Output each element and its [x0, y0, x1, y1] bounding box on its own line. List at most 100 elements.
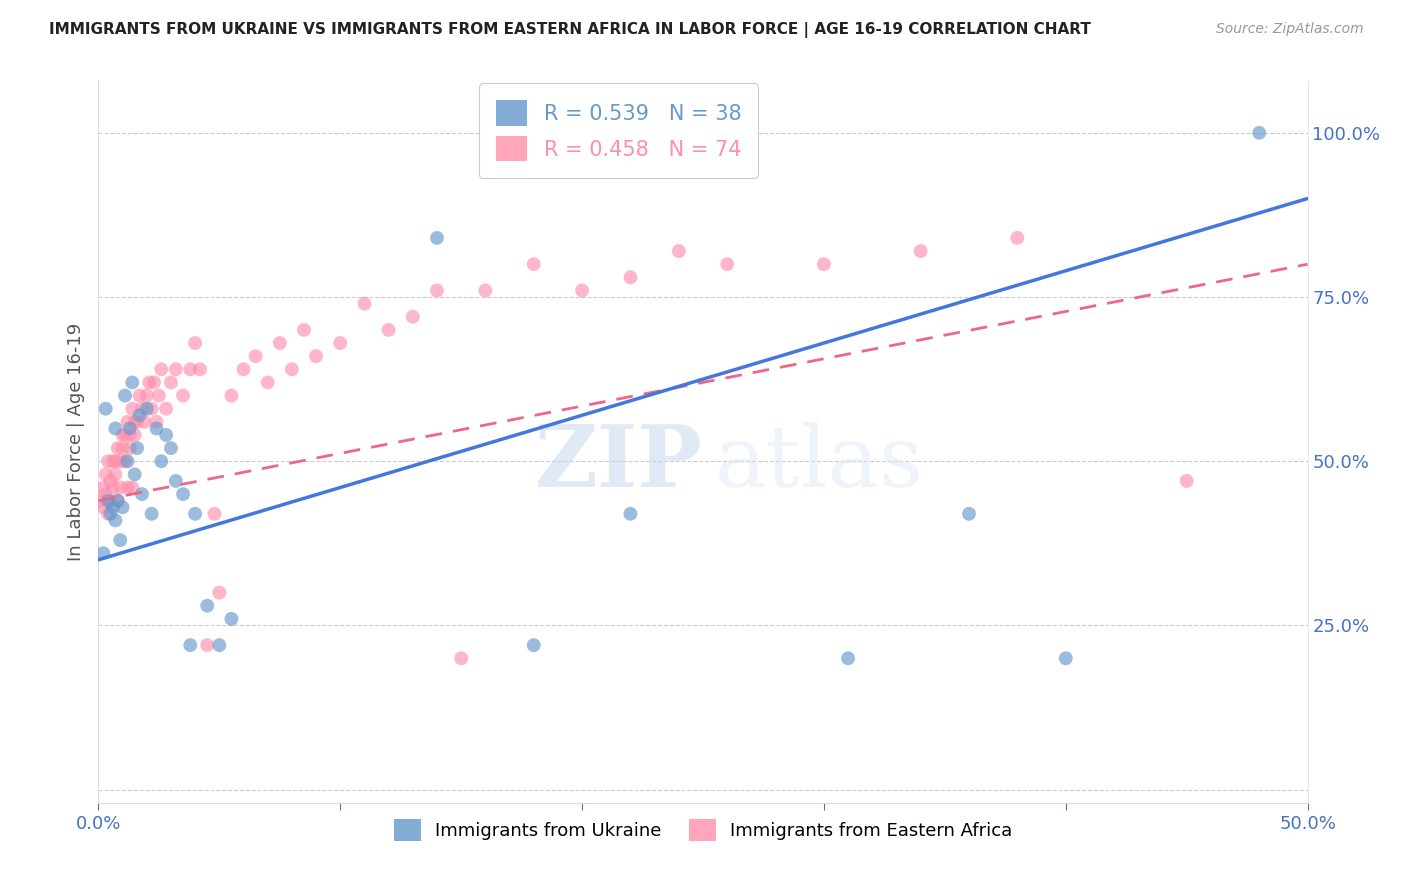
- Point: [104, 421, 127, 435]
- Point: [108, 454, 131, 468]
- Point: [108, 481, 131, 495]
- Point: [145, 415, 167, 429]
- Point: [232, 362, 254, 376]
- Point: [108, 533, 131, 547]
- Point: [329, 336, 352, 351]
- Point: [450, 651, 472, 665]
- Point: [523, 257, 546, 271]
- Point: [124, 415, 146, 429]
- Point: [127, 441, 149, 455]
- Point: [111, 441, 134, 455]
- Point: [145, 421, 167, 435]
- Point: [523, 638, 546, 652]
- Point: [127, 415, 149, 429]
- Point: [150, 362, 173, 376]
- Point: [128, 388, 150, 402]
- Point: [117, 415, 139, 429]
- Point: [716, 257, 738, 271]
- Point: [155, 428, 177, 442]
- Point: [619, 270, 641, 285]
- Point: [184, 336, 207, 351]
- Point: [165, 362, 187, 376]
- Point: [91, 546, 114, 560]
- Point: [97, 493, 120, 508]
- Point: [121, 401, 143, 416]
- Point: [208, 638, 231, 652]
- Legend: Immigrants from Ukraine, Immigrants from Eastern Africa: Immigrants from Ukraine, Immigrants from…: [387, 812, 1019, 848]
- Point: [111, 500, 134, 515]
- Point: [281, 362, 304, 376]
- Point: [118, 428, 141, 442]
- Point: [107, 493, 129, 508]
- Point: [208, 585, 231, 599]
- Point: [813, 257, 835, 271]
- Point: [131, 401, 153, 416]
- Point: [269, 336, 291, 351]
- Point: [90, 493, 112, 508]
- Text: IMMIGRANTS FROM UKRAINE VS IMMIGRANTS FROM EASTERN AFRICA IN LABOR FORCE | AGE 1: IMMIGRANTS FROM UKRAINE VS IMMIGRANTS FR…: [49, 22, 1091, 38]
- Point: [221, 612, 243, 626]
- Point: [135, 401, 157, 416]
- Point: [91, 500, 114, 515]
- Point: [104, 467, 127, 482]
- Point: [474, 284, 496, 298]
- Point: [377, 323, 399, 337]
- Point: [668, 244, 690, 258]
- Point: [100, 493, 122, 508]
- Point: [97, 507, 120, 521]
- Point: [128, 409, 150, 423]
- Point: [184, 507, 207, 521]
- Point: [148, 388, 170, 402]
- Point: [188, 362, 211, 376]
- Point: [221, 388, 243, 402]
- Point: [195, 599, 218, 613]
- Point: [101, 454, 124, 468]
- Point: [1249, 126, 1271, 140]
- Point: [135, 388, 157, 402]
- Point: [1054, 651, 1077, 665]
- Point: [426, 231, 449, 245]
- Point: [124, 467, 146, 482]
- Point: [256, 376, 278, 390]
- Point: [100, 507, 122, 521]
- Point: [179, 638, 201, 652]
- Point: [111, 428, 134, 442]
- Point: [94, 487, 117, 501]
- Point: [107, 441, 129, 455]
- Point: [91, 481, 114, 495]
- Text: ZIP: ZIP: [536, 421, 703, 505]
- Point: [1007, 231, 1029, 245]
- Point: [100, 474, 122, 488]
- Point: [195, 638, 218, 652]
- Point: [117, 481, 139, 495]
- Point: [121, 376, 143, 390]
- Point: [114, 428, 136, 442]
- Point: [107, 493, 129, 508]
- Point: [141, 507, 163, 521]
- Point: [179, 362, 201, 376]
- Point: [957, 507, 980, 521]
- Point: [910, 244, 932, 258]
- Point: [118, 441, 141, 455]
- Point: [131, 487, 153, 501]
- Point: [172, 388, 194, 402]
- Point: [104, 454, 127, 468]
- Point: [150, 454, 173, 468]
- Y-axis label: In Labor Force | Age 16-19: In Labor Force | Age 16-19: [66, 322, 84, 561]
- Point: [204, 507, 226, 521]
- Point: [121, 481, 143, 495]
- Point: [141, 401, 163, 416]
- Point: [94, 467, 117, 482]
- Point: [165, 474, 187, 488]
- Text: Source: ZipAtlas.com: Source: ZipAtlas.com: [1216, 22, 1364, 37]
- Point: [118, 421, 141, 435]
- Text: atlas: atlas: [716, 422, 924, 505]
- Point: [104, 513, 127, 527]
- Point: [402, 310, 425, 324]
- Point: [571, 284, 593, 298]
- Point: [1175, 474, 1198, 488]
- Point: [172, 487, 194, 501]
- Point: [619, 507, 641, 521]
- Point: [114, 454, 136, 468]
- Point: [101, 500, 124, 515]
